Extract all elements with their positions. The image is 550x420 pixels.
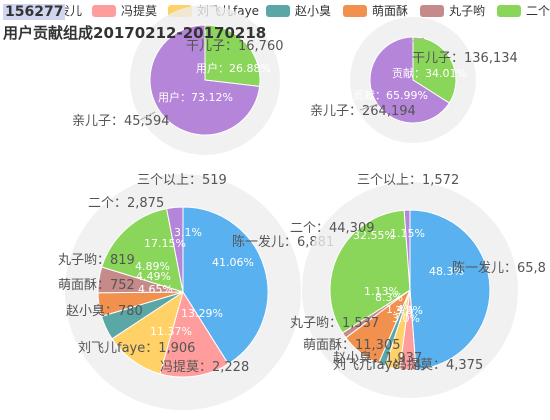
pie-value-label: 三个以上：519 xyxy=(137,173,227,188)
legend-label: 赵小臭 xyxy=(295,4,332,18)
pie-slice xyxy=(165,206,184,293)
pie-percent-label: 17.15% xyxy=(144,237,186,250)
pie-percent-label: 用户：73.12% xyxy=(158,90,233,104)
pie-slice xyxy=(403,209,411,291)
pie-value-label: 亲儿子：264,194 xyxy=(310,104,416,119)
pie-value-label: 二个：2,875 xyxy=(88,196,164,211)
pie-percent-label: 13.29% xyxy=(181,307,223,320)
pie-percent-label: 1.4% xyxy=(386,303,414,316)
chart-title: 用户贡献组成20170212-20170218 xyxy=(3,24,267,42)
pie-percent-label: 3.1% xyxy=(174,226,202,239)
chart-top-label: 156277 xyxy=(3,4,66,20)
pie-value-label: 亲儿子：45,594 xyxy=(72,114,170,129)
pie-value-label: 丸子哟：1,537 xyxy=(290,316,379,331)
pie-value-label: 二个：44,309 xyxy=(290,221,375,236)
pie-value-label: 陈一发儿：65,8 xyxy=(452,260,546,276)
label-leader-line xyxy=(199,33,215,39)
label-leader-line xyxy=(409,37,425,43)
label-leader-line xyxy=(139,111,156,121)
pie-value-label: 赵小臭：1,937 xyxy=(333,351,422,366)
legend-swatch xyxy=(343,5,367,17)
legend-swatch xyxy=(497,5,521,17)
pie-value-label: 冯提莫：2,228 xyxy=(160,359,249,375)
legend-label: 冯提莫 xyxy=(121,4,158,18)
pie-percent-label: 11.37% xyxy=(150,325,192,338)
pie-percent-label: 4.89% xyxy=(135,260,170,273)
legend-label: 萌面酥 xyxy=(372,4,409,18)
pie-percent-label: 8.3% xyxy=(375,291,403,304)
pie-percent-label: 48.3% xyxy=(429,265,464,278)
pie-percent-label: 4.49% xyxy=(136,270,171,283)
pie-value-label: 萌面酥：752 xyxy=(58,278,135,293)
pie-slice xyxy=(101,208,184,293)
pie-value-label: 陈一发儿：6,881 xyxy=(232,234,334,250)
pie-value-label: 刘飞儿faye：1,906 xyxy=(78,341,195,356)
pie-percent-label: 用户：26.88% xyxy=(196,61,271,75)
pie-value-label: 丸子哟：819 xyxy=(58,253,135,268)
pie-value-label: 干儿子：136,134 xyxy=(412,51,518,66)
legend-swatch xyxy=(266,5,290,17)
legend-swatch xyxy=(420,5,444,17)
pie-percent-label: 贡献：34.01% xyxy=(392,66,467,80)
pie-percent-label: 41.06% xyxy=(212,256,254,269)
pie-value-label: 冯提莫：4,375 xyxy=(394,357,483,373)
pie-percent-label: 32.55% xyxy=(353,229,395,242)
pie-percent-label: 3.0% xyxy=(392,312,420,325)
pie-value-label: 三个以上：1,572 xyxy=(357,173,459,188)
pie-value-label: 赵小臭：780 xyxy=(66,304,143,319)
pie-slice xyxy=(182,206,269,365)
pie-percent-label: 贡献：65.99% xyxy=(353,88,428,102)
pie-slice xyxy=(329,209,411,334)
pie-value-label: 刘飞儿faye：4, xyxy=(333,358,426,373)
label-leader-line xyxy=(359,103,379,111)
legend-label: 丸子哟 xyxy=(449,4,486,18)
pie-slice xyxy=(369,36,450,124)
pie-value-label: 干儿子：16,760 xyxy=(186,39,284,54)
pie-slice xyxy=(204,24,261,88)
legend-label: 二个 xyxy=(526,4,550,18)
pie-slice xyxy=(149,24,261,136)
chart-legend: 陈一发儿冯提莫刘飞儿faye赵小臭萌面酥丸子哟二个 xyxy=(0,3,550,19)
pie-percent-label: 1.13% xyxy=(364,285,399,298)
pie-value-label: 萌面酥：11,305 xyxy=(303,338,401,353)
pie-slice xyxy=(409,209,491,371)
pie-percent-label: 3.2% xyxy=(395,304,423,317)
pie-percent-label: 1.15% xyxy=(390,227,425,240)
pie-percent-label: 4.65% xyxy=(138,283,173,296)
legend-swatch xyxy=(92,5,116,17)
